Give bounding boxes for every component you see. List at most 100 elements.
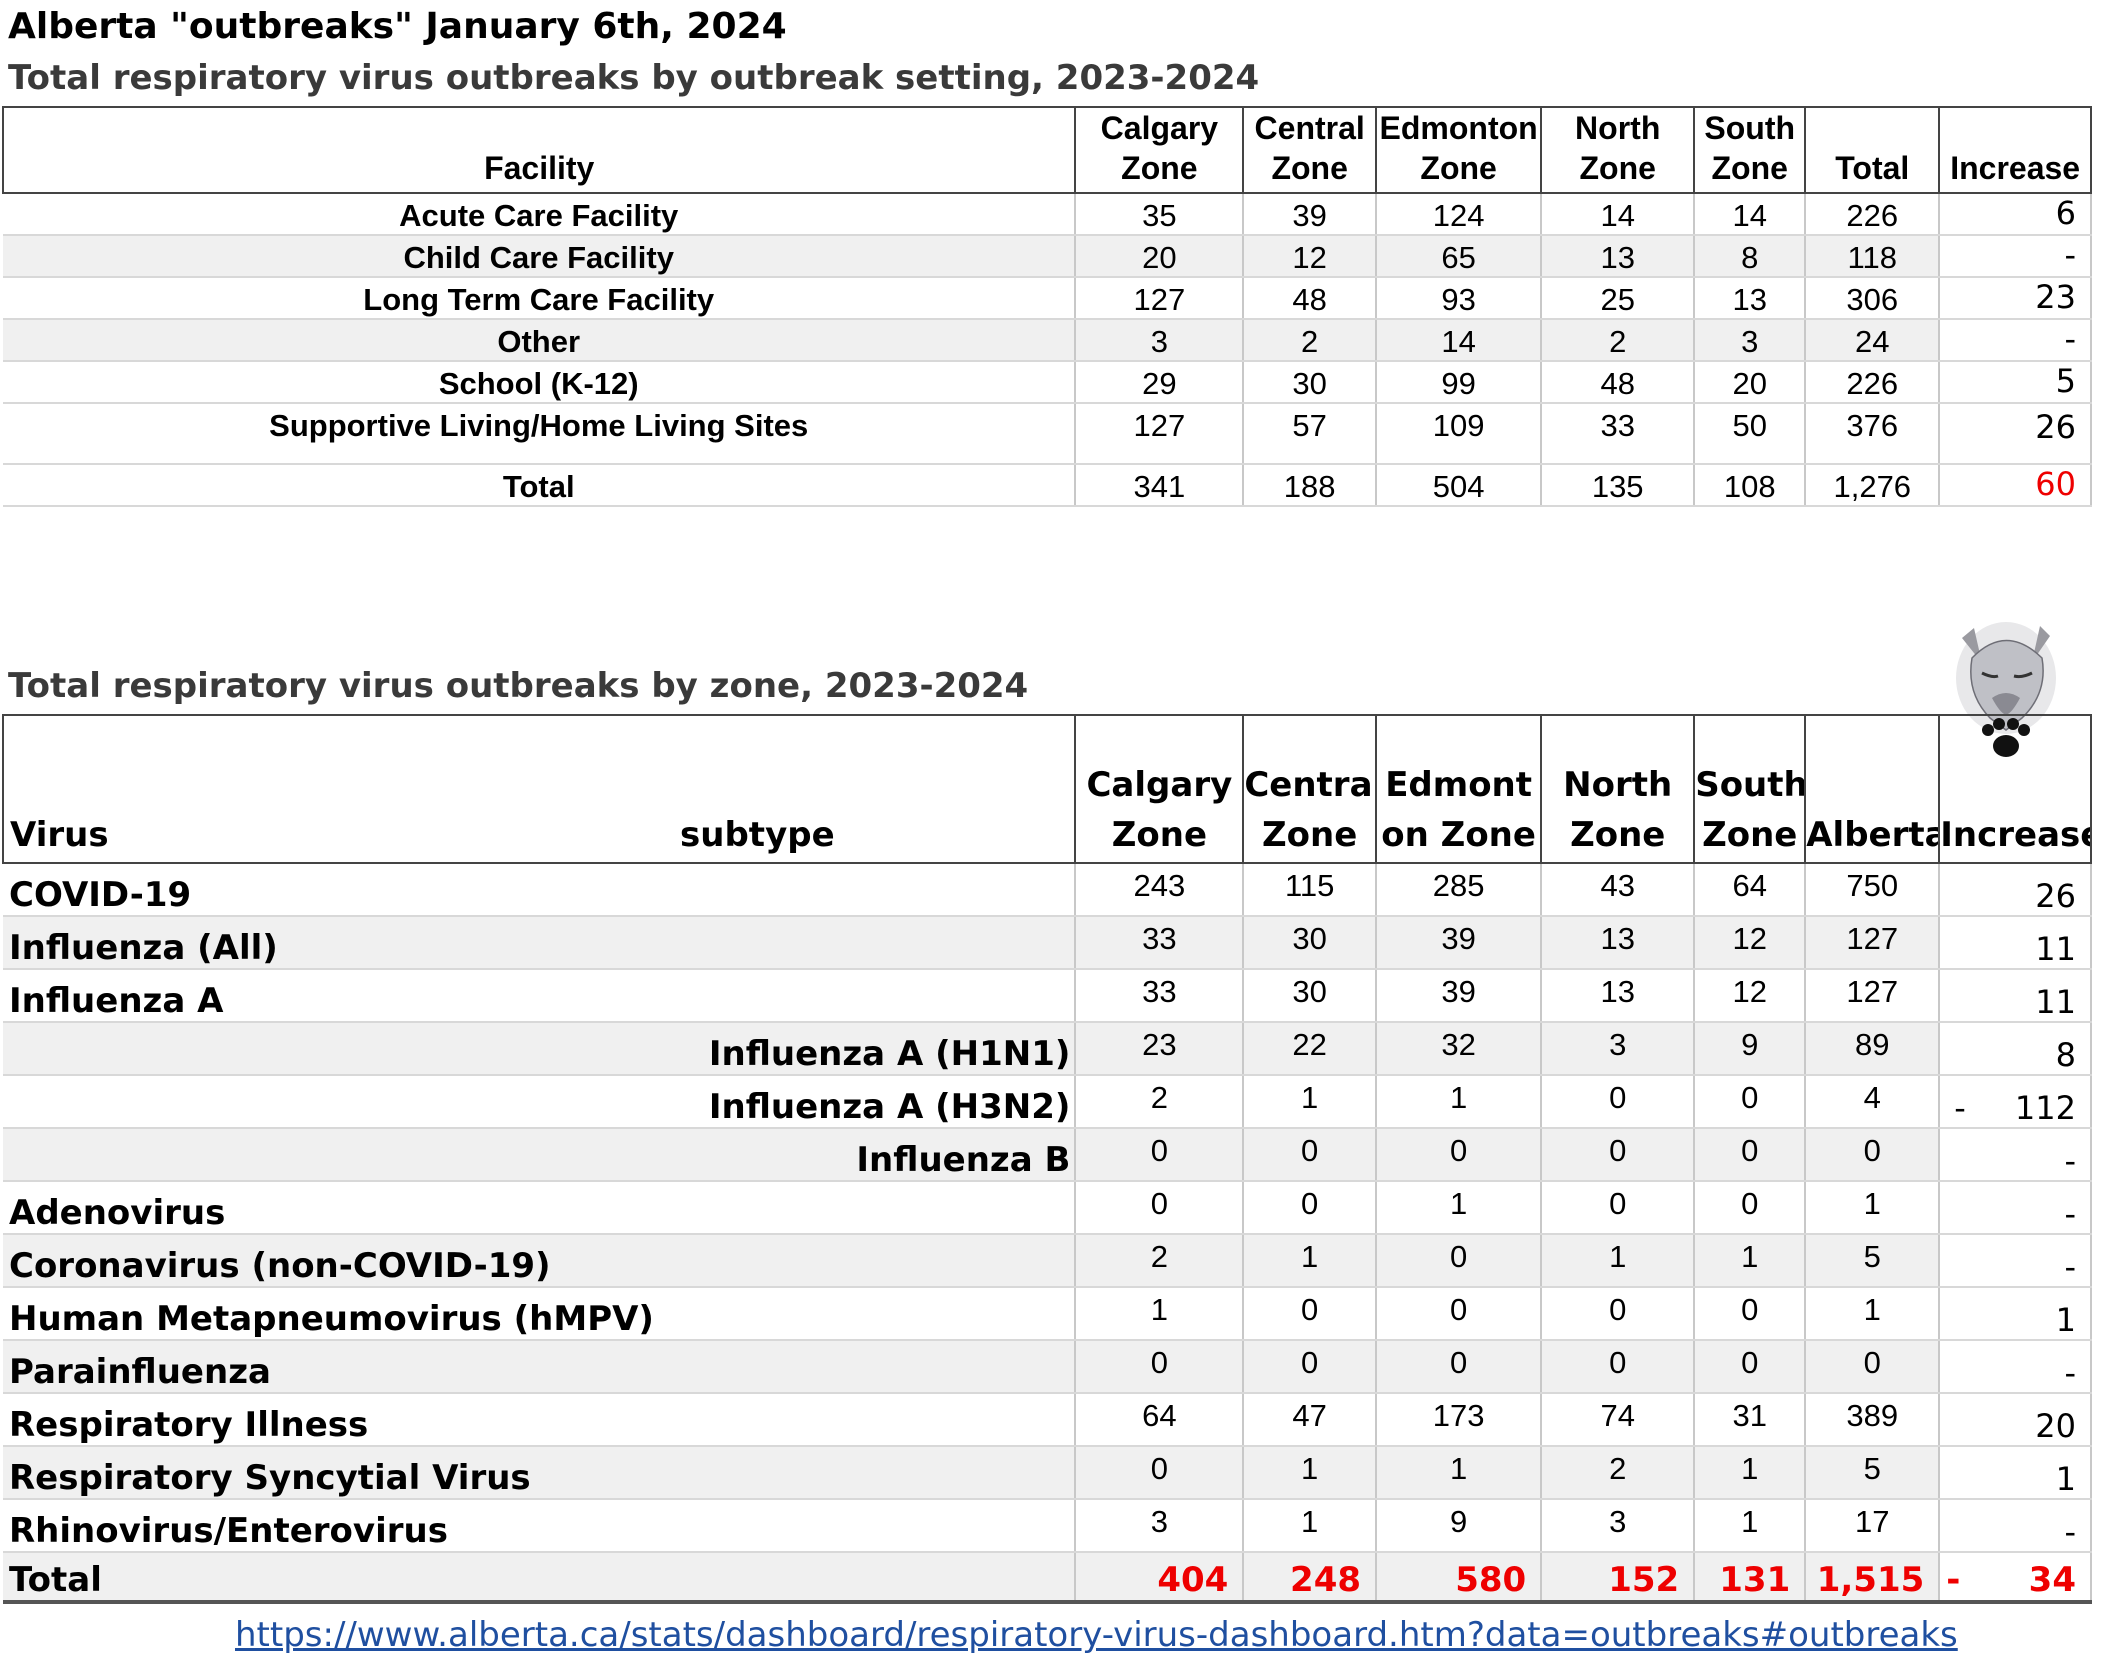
calgary-cell: 3	[1075, 1499, 1245, 1553]
table-row: Child Care Facility 20 12 65 13 8 118 -	[3, 235, 2092, 278]
increase-sign: -	[1946, 1560, 1961, 1600]
increase-cell: -	[1939, 319, 2092, 362]
header-central-zone: Central Zone	[1242, 714, 1378, 864]
calgary-cell: 1	[1075, 1287, 1245, 1341]
table-row: Acute Care Facility 35 39 124 14 14 226 …	[3, 193, 2092, 236]
calgary-cell: 33	[1075, 969, 1245, 1023]
facility-cell: Child Care Facility	[3, 235, 1077, 278]
increase-cell: 26	[1939, 863, 2092, 917]
calgary-cell: 404	[1075, 1552, 1245, 1604]
table-row: Other 3 2 14 2 3 24 -	[3, 319, 2092, 362]
virus-cell: Rhinovirus/Enterovirus	[3, 1499, 1077, 1553]
total-label-cell: Total	[3, 464, 1077, 507]
south-cell: 20	[1694, 361, 1807, 404]
south-cell: 50	[1694, 403, 1807, 465]
virus-cell: Influenza (All)	[3, 916, 1077, 970]
central-cell: 47	[1243, 1393, 1378, 1447]
south-cell: 12	[1694, 916, 1807, 970]
south-cell: 0	[1694, 1340, 1807, 1394]
increase-cell: -	[1939, 1340, 2092, 1394]
edmonton-cell: 99	[1376, 361, 1543, 404]
central-cell: 0	[1243, 1287, 1378, 1341]
north-cell: 0	[1541, 1075, 1696, 1129]
table-row: Supportive Living/Home Living Sites 127 …	[3, 403, 2092, 465]
table-row: Adenovirus 0 0 1 0 0 1 -	[3, 1181, 2092, 1235]
table-row: Respiratory Syncytial Virus 0 1 1 2 1 5 …	[3, 1446, 2092, 1500]
calgary-cell: 243	[1075, 863, 1245, 917]
calgary-cell: 0	[1075, 1340, 1245, 1394]
increase-total-cell: - 34	[1939, 1552, 2092, 1604]
table-header-row: Virus subtype Calgary Zone Central Zone …	[1, 714, 2092, 864]
central-cell: 39	[1243, 193, 1378, 236]
increase-cell: -	[1939, 1128, 2092, 1182]
virus-cell: Adenovirus	[3, 1181, 1077, 1235]
total-cell: 376	[1805, 403, 1941, 465]
north-cell: 1	[1541, 1234, 1696, 1288]
central-cell: 0	[1243, 1128, 1378, 1182]
increase-cell: 20	[1939, 1393, 2092, 1447]
calgary-cell: 64	[1075, 1393, 1245, 1447]
edmonton-cell: 173	[1376, 1393, 1543, 1447]
table-row: Respiratory Illness 64 47 173 74 31 389 …	[3, 1393, 2092, 1447]
header-increase: Increase	[1938, 714, 2092, 864]
source-link[interactable]: https://www.alberta.ca/stats/dashboard/r…	[235, 1615, 1958, 1655]
central-cell: 30	[1243, 969, 1378, 1023]
central-cell: 12	[1243, 235, 1378, 278]
north-cell: 13	[1541, 916, 1696, 970]
header-subtype: subtype	[680, 714, 1077, 864]
increase-cell: 1	[1939, 1287, 2092, 1341]
north-cell: 14	[1541, 193, 1696, 236]
alberta-cell: 1	[1805, 1181, 1941, 1235]
south-cell: 108	[1694, 464, 1807, 507]
central-cell: 30	[1243, 361, 1378, 404]
virus-subtype-cell: Influenza A (H3N2)	[3, 1075, 1077, 1129]
header-south-zone: South Zone	[1693, 714, 1807, 864]
edmonton-cell: 93	[1376, 277, 1543, 320]
virus-outbreak-table: Virus subtype Calgary Zone Central Zone …	[1, 714, 2092, 1604]
table-row: Influenza (All) 33 30 39 13 12 127 11	[3, 916, 2092, 970]
north-cell: 2	[1541, 319, 1696, 362]
table2-subtitle: Total respiratory virus outbreaks by zon…	[8, 666, 1029, 706]
edmonton-cell: 109	[1376, 403, 1543, 465]
central-cell: 22	[1243, 1022, 1378, 1076]
south-cell: 8	[1694, 235, 1807, 278]
south-cell: 1	[1694, 1234, 1807, 1288]
header-facility: Facility	[1, 106, 1077, 194]
virus-cell: Coronavirus (non-COVID-19)	[3, 1234, 1077, 1288]
total-label-cell: Total	[3, 1552, 1077, 1604]
central-cell: 0	[1243, 1340, 1378, 1394]
calgary-cell: 35	[1075, 193, 1245, 236]
north-cell: 13	[1541, 235, 1696, 278]
calgary-cell: 341	[1075, 464, 1245, 507]
alberta-cell: 4	[1805, 1075, 1941, 1129]
alberta-cell: 0	[1805, 1128, 1941, 1182]
virus-cell: Respiratory Illness	[3, 1393, 1077, 1447]
calgary-cell: 127	[1075, 403, 1245, 465]
table-total-row: Total 404 248 580 152 131 1,515 - 34	[3, 1552, 2092, 1604]
table-row: Influenza B 0 0 0 0 0 0 -	[3, 1128, 2092, 1182]
increase-cell: 8	[1939, 1022, 2092, 1076]
header-north-zone: North Zone	[1540, 106, 1696, 194]
south-cell: 12	[1694, 969, 1807, 1023]
edmonton-cell: 9	[1376, 1499, 1543, 1553]
increase-total-cell: 60	[1939, 464, 2092, 507]
central-cell: 30	[1243, 916, 1378, 970]
alberta-cell: 5	[1805, 1446, 1941, 1500]
edmonton-cell: 65	[1376, 235, 1543, 278]
header-increase: Increase	[1938, 106, 2092, 194]
alberta-cell: 1,515	[1805, 1552, 1941, 1604]
central-cell: 1	[1243, 1075, 1378, 1129]
south-cell: 0	[1694, 1075, 1807, 1129]
central-cell: 0	[1243, 1181, 1378, 1235]
alberta-cell: 127	[1805, 916, 1941, 970]
north-cell: 74	[1541, 1393, 1696, 1447]
virus-cell: Human Metapneumovirus (hMPV)	[3, 1287, 1077, 1341]
calgary-cell: 29	[1075, 361, 1245, 404]
facility-cell: Supportive Living/Home Living Sites	[3, 403, 1077, 465]
table-row: Human Metapneumovirus (hMPV) 1 0 0 0 0 1…	[3, 1287, 2092, 1341]
table-row: School (K-12) 29 30 99 48 20 226 5	[3, 361, 2092, 404]
edmonton-cell: 1	[1376, 1446, 1543, 1500]
header-virus: Virus	[1, 714, 681, 864]
table-total-row: Total 341 188 504 135 108 1,276 60	[3, 464, 2092, 507]
south-cell: 64	[1694, 863, 1807, 917]
